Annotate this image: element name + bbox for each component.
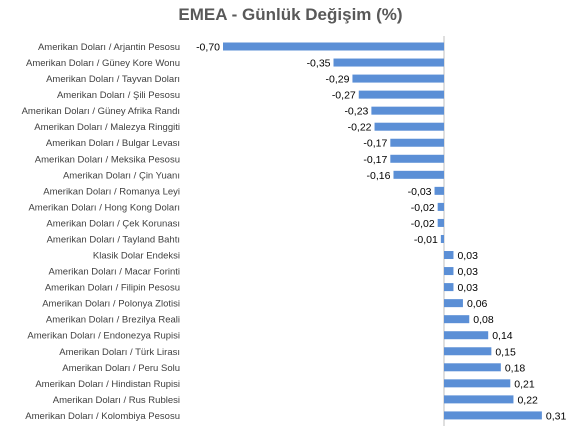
data-label: -0,22 xyxy=(348,122,372,134)
bar xyxy=(440,234,444,243)
category-label: Amerikan Doları / Çin Yuanı xyxy=(63,170,180,181)
bar xyxy=(444,299,463,308)
bar xyxy=(393,170,444,179)
bar xyxy=(444,315,470,324)
chart-title: EMEA - Günlük Değişim (%) xyxy=(178,5,403,24)
bar xyxy=(444,331,489,340)
category-label: Amerikan Doları / Arjantin Pesosu xyxy=(38,42,180,53)
category-label: Amerikan Doları / Brezilya Reali xyxy=(46,315,180,326)
category-label: Amerikan Doları / Güney Afrika Randı xyxy=(22,106,180,117)
data-label: 0,03 xyxy=(457,282,478,294)
data-label: 0,03 xyxy=(457,266,478,278)
category-label: Amerikan Doları / Tayvan Doları xyxy=(46,74,180,85)
category-label: Amerikan Doları / Meksika Pesosu xyxy=(35,154,180,165)
category-label: Amerikan Doları / Malezya Ringgiti xyxy=(34,122,180,133)
category-label: Amerikan Doları / Kolombiya Pesosu xyxy=(25,411,180,422)
data-label: -0,17 xyxy=(363,138,387,150)
bar xyxy=(358,90,444,99)
data-label: -0,35 xyxy=(307,58,331,70)
data-label: -0,02 xyxy=(411,202,435,214)
data-label: -0,03 xyxy=(408,186,432,198)
category-label: Amerikan Doları / Rus Rublesi xyxy=(53,395,180,406)
data-label: 0,08 xyxy=(473,314,494,326)
data-label: 0,18 xyxy=(505,362,526,374)
bar xyxy=(434,186,444,195)
data-label: -0,70 xyxy=(196,42,220,54)
data-label: 0,31 xyxy=(546,410,567,422)
bar xyxy=(444,395,514,404)
bar xyxy=(444,379,511,388)
bar xyxy=(437,218,444,227)
data-label: 0,21 xyxy=(514,378,535,390)
category-label: Amerikan Doları / Romanya Leyi xyxy=(43,186,180,197)
bar xyxy=(444,267,454,276)
category-label: Amerikan Doları / Hindistan Rupisi xyxy=(35,379,180,390)
data-label: -0,23 xyxy=(344,106,368,118)
bar xyxy=(333,58,444,67)
category-label: Amerikan Doları / Güney Kore Wonu xyxy=(26,58,180,69)
bar xyxy=(371,106,444,115)
bar xyxy=(390,138,444,147)
bar xyxy=(444,251,454,260)
data-label: -0,01 xyxy=(414,234,438,246)
bar xyxy=(444,363,501,372)
bar xyxy=(374,122,444,131)
category-label: Amerikan Doları / Türk Lirası xyxy=(59,347,180,358)
data-label: -0,02 xyxy=(411,218,435,230)
category-label: Amerikan Doları / Şili Pesosu xyxy=(57,90,180,101)
category-label: Amerikan Doları / Hong Kong Doları xyxy=(28,202,180,213)
category-label: Amerikan Doları / Peru Solu xyxy=(62,363,180,374)
data-label: -0,17 xyxy=(363,154,387,166)
bar xyxy=(444,347,492,356)
category-label: Amerikan Doları / Polonya Zlotisi xyxy=(42,299,180,310)
bar xyxy=(352,74,444,83)
category-label: Amerikan Doları / Tayland Bahtı xyxy=(47,234,180,245)
data-label: -0,16 xyxy=(367,170,391,182)
category-label: Amerikan Doları / Bulgar Levası xyxy=(46,138,180,149)
data-label: -0,29 xyxy=(326,74,350,86)
data-label: 0,22 xyxy=(517,394,538,406)
data-label: 0,14 xyxy=(492,330,513,342)
bar xyxy=(390,154,444,163)
category-label: Amerikan Doları / Macar Forinti xyxy=(49,267,180,278)
data-label: 0,06 xyxy=(467,298,488,310)
category-label: Amerikan Doları / Çek Korunası xyxy=(46,218,180,229)
category-label: Amerikan Doları / Endonezya Rupisi xyxy=(27,331,180,342)
category-label: Amerikan Doları / Filipin Pesosu xyxy=(45,283,180,294)
data-label: 0,15 xyxy=(495,346,516,358)
bar xyxy=(444,283,454,292)
data-label: -0,27 xyxy=(332,90,356,102)
data-label: 0,03 xyxy=(457,250,478,262)
bar xyxy=(437,202,444,211)
bar xyxy=(223,42,444,51)
bar xyxy=(444,411,542,420)
category-label: Klasik Dolar Endeksi xyxy=(93,251,180,262)
